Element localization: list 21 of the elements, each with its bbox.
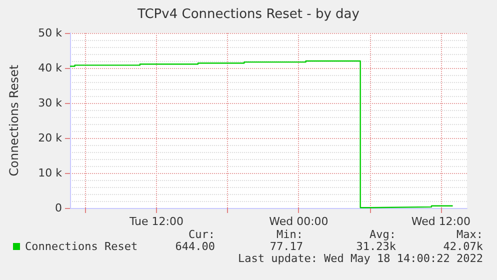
text: Cur:	[188, 228, 215, 241]
text: 77.17	[270, 240, 303, 253]
x-tick-label: Tue 12:00	[128, 215, 184, 228]
y-axis-title: Connections Reset	[7, 64, 21, 176]
text: Avg:	[370, 228, 396, 241]
text: Min:	[276, 228, 303, 241]
x-tick-label: Wed 12:00	[411, 215, 471, 228]
y-tick-label: 50 k	[38, 26, 63, 40]
text: 42.07k	[443, 240, 484, 253]
x-tick-label: Wed 00:00	[269, 215, 328, 228]
chart-title: TCPv4 Connections Reset - by day	[136, 7, 360, 22]
y-tick-label: 0	[55, 202, 62, 214]
text: 644.00	[175, 240, 215, 253]
y-tick-label: 10 k	[38, 166, 63, 180]
y-tick-label: 30 k	[38, 96, 63, 110]
y-tick-label: 40 k	[38, 62, 63, 74]
text: Max:	[456, 228, 483, 241]
y-tick-label: 20 k	[38, 132, 63, 144]
text: 31.23k	[356, 240, 396, 253]
text: Last update: Wed May 18 14:00:22 2022	[238, 252, 484, 265]
legend-label: Connections Reset	[25, 240, 138, 253]
